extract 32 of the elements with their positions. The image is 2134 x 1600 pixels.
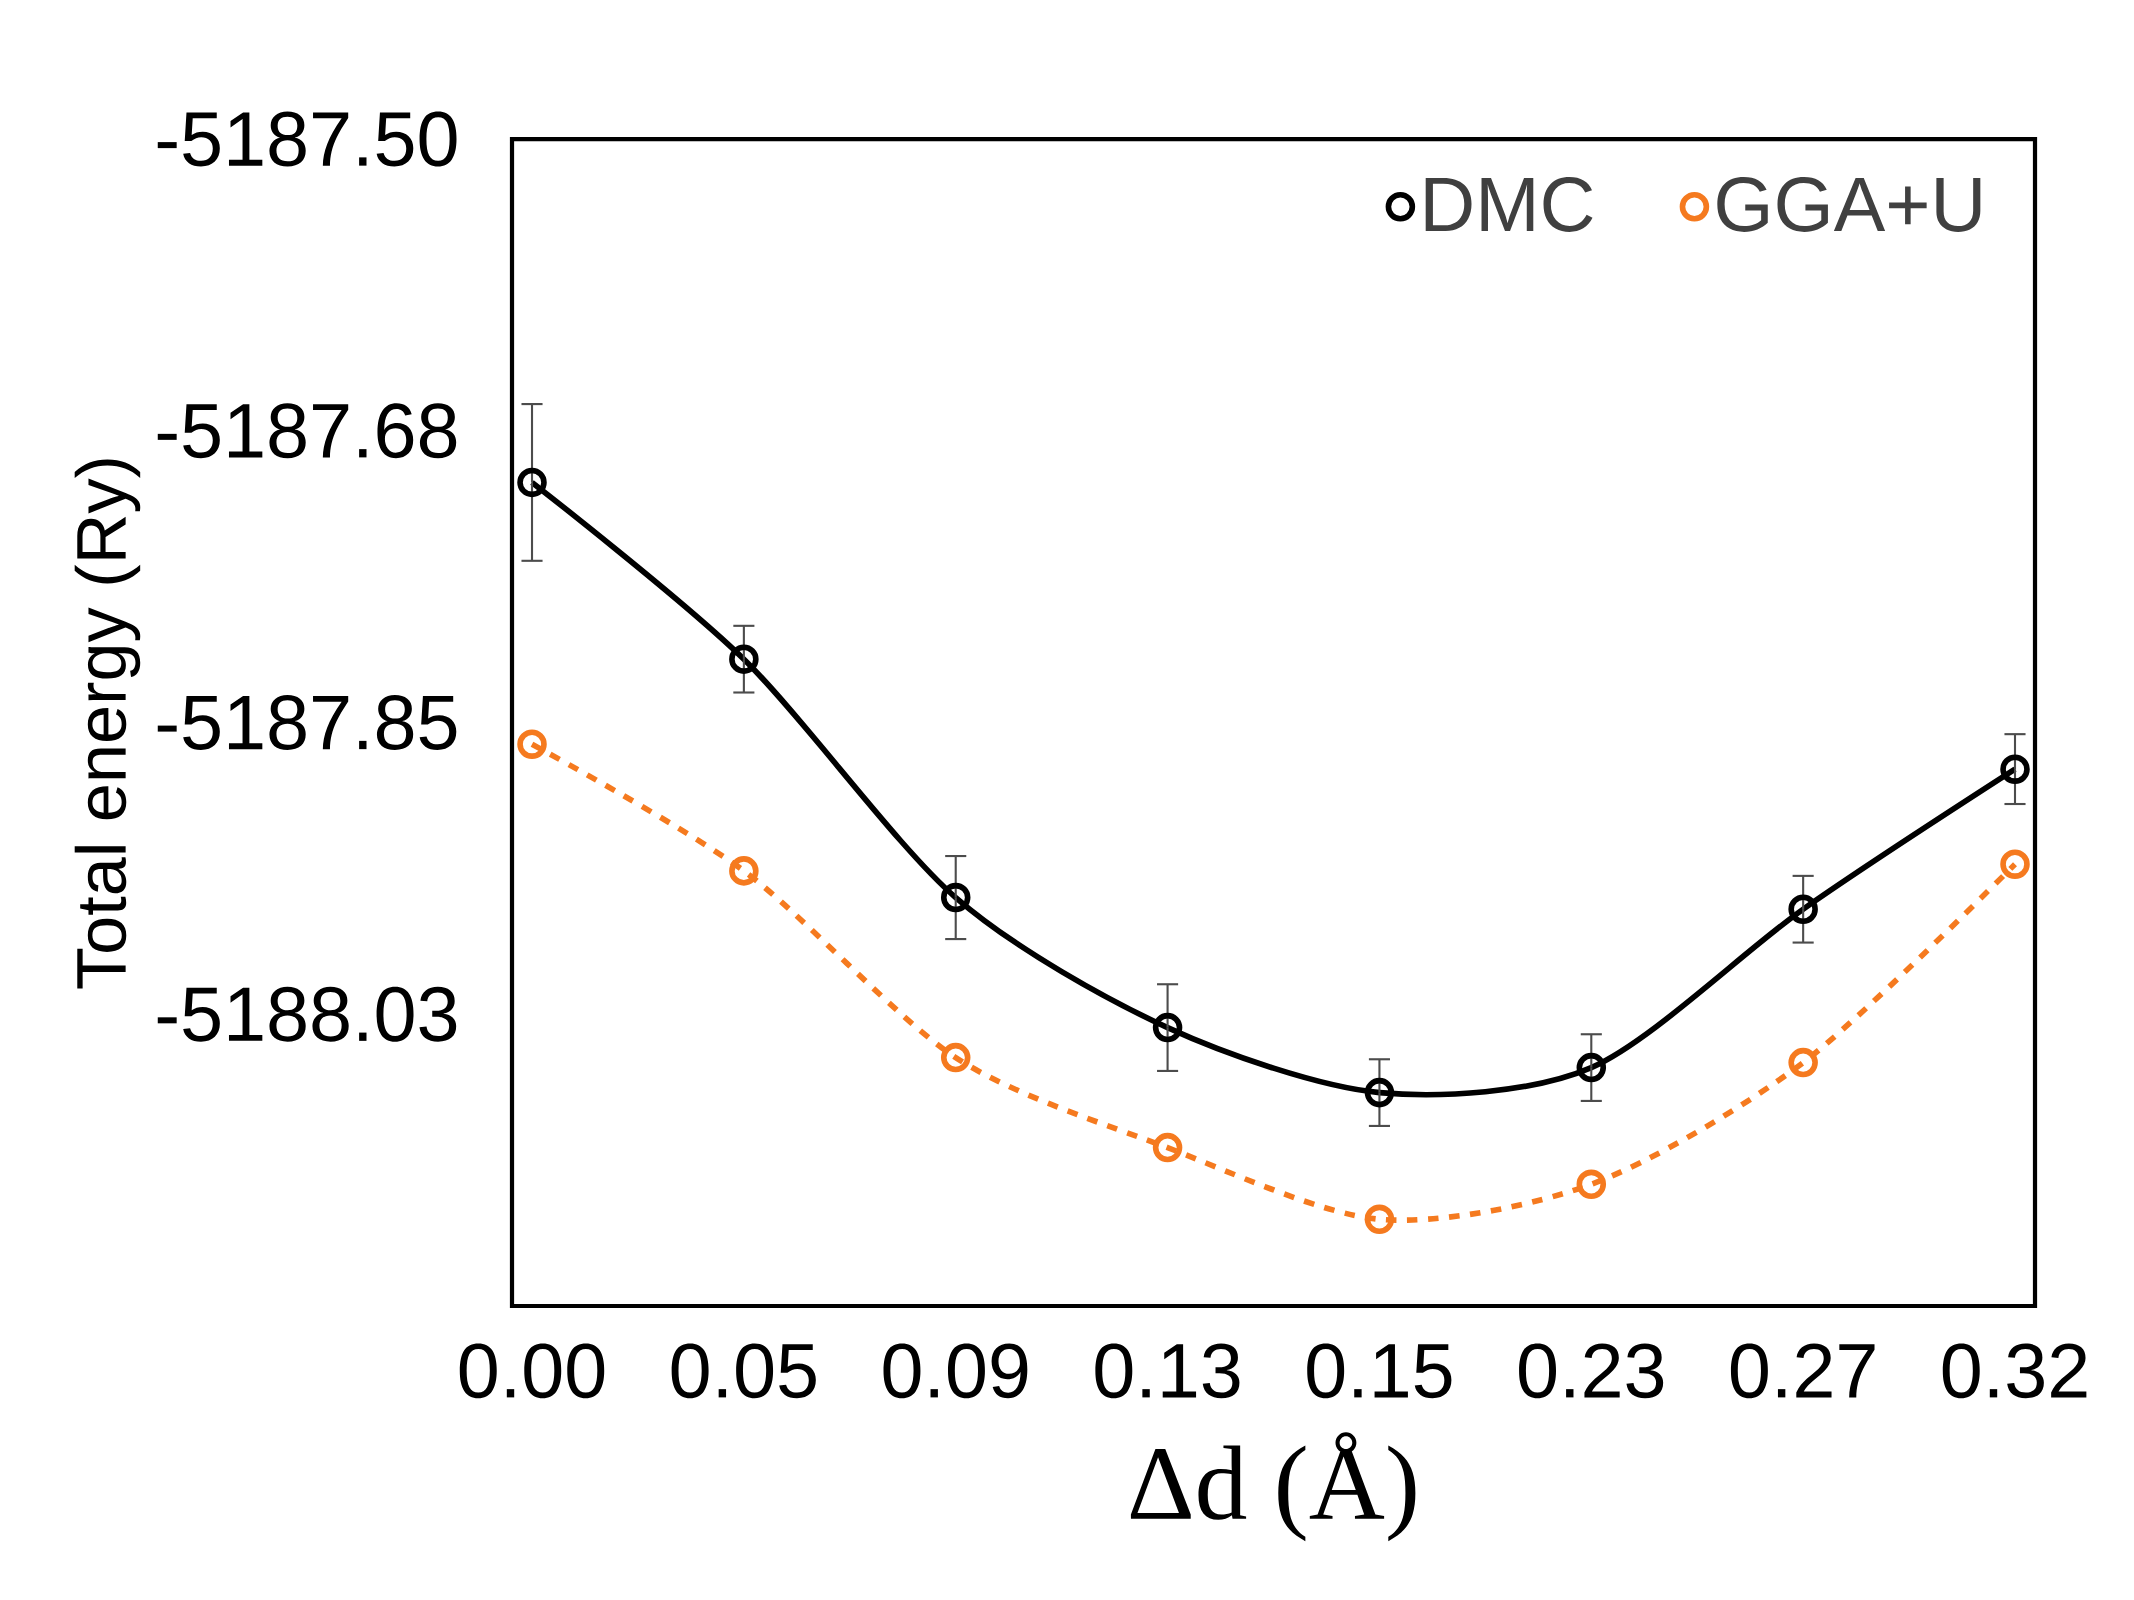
point <box>1788 1047 1818 1078</box>
point <box>2000 849 2030 879</box>
y-tick-label: -5187.68 <box>157 403 457 459</box>
y-tick-label: -5187.85 <box>157 695 457 750</box>
point <box>729 644 759 674</box>
point <box>940 1042 971 1073</box>
x-tick-label: 0.27 <box>1730 1343 1875 1399</box>
x-tick-label: 0.15 <box>1307 1343 1452 1399</box>
x-tick-label: 0.00 <box>459 1343 605 1399</box>
point <box>1364 1204 1395 1235</box>
legend-label: GGA+U <box>1717 177 1981 232</box>
point <box>1788 894 1818 924</box>
point <box>1152 1012 1183 1043</box>
point <box>729 856 759 886</box>
point <box>940 882 971 913</box>
point <box>1364 1077 1395 1108</box>
x-tick-label: 0.13 <box>1095 1343 1240 1399</box>
x-tick-label: 0.09 <box>883 1343 1028 1399</box>
x-tick-label: 0.23 <box>1519 1343 1664 1399</box>
point <box>1152 1132 1183 1163</box>
x-tick-label: 0.05 <box>671 1343 816 1399</box>
y-axis-title: Total energy (Ry) <box>74 459 141 989</box>
point <box>1576 1169 1607 1200</box>
point <box>1576 1052 1607 1083</box>
point <box>2000 754 2030 784</box>
y-tick-label: -5187.50 <box>157 111 457 167</box>
point <box>517 729 547 759</box>
x-tick-label: 0.32 <box>1942 1343 2087 1399</box>
x-axis-title: Δd (Å) <box>1130 1432 1416 1542</box>
point <box>517 467 547 498</box>
legend-label: DMC <box>1425 177 1593 232</box>
y-tick-label: -5188.03 <box>157 986 457 1042</box>
